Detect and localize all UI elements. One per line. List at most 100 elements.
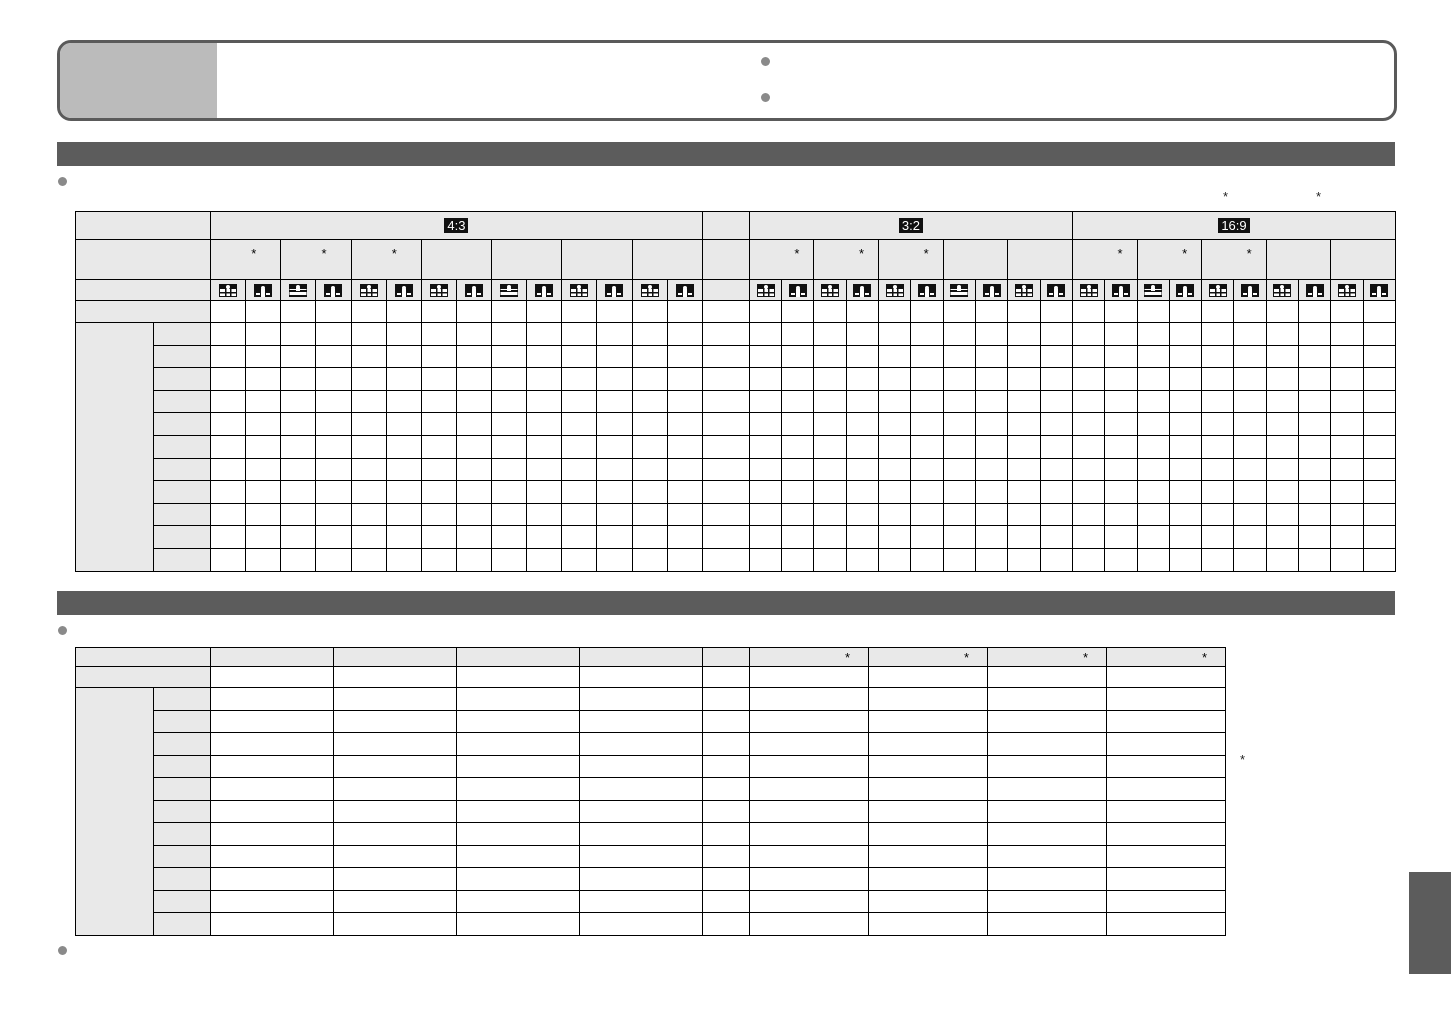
data-cell	[1104, 525, 1138, 549]
aspect-header-cell: 3:2	[748, 211, 1073, 240]
size-group-cell: *	[1071, 239, 1138, 280]
separator-cell	[701, 211, 750, 240]
data-cell	[1330, 457, 1364, 482]
data-cell	[420, 322, 457, 346]
footnote-mark: *	[1240, 752, 1246, 767]
data-cell	[631, 412, 668, 436]
data-cell	[666, 502, 703, 527]
data-cell	[1298, 547, 1332, 572]
grid-icon	[359, 283, 378, 297]
size-group-cell	[420, 239, 493, 280]
data-cell	[868, 754, 988, 778]
data-cell	[245, 502, 282, 527]
data-cell	[456, 889, 580, 913]
data-cell	[1071, 344, 1106, 369]
data-cell	[702, 844, 750, 868]
black-icon	[464, 283, 483, 297]
data-cell	[1362, 502, 1397, 527]
quality-icon-cell	[1039, 279, 1073, 301]
data-cell	[987, 732, 1107, 756]
data-cell	[749, 777, 869, 801]
data-cell	[868, 666, 988, 688]
data-cell	[1362, 389, 1397, 414]
data-cell	[333, 799, 457, 823]
data-cell	[1201, 525, 1235, 549]
data-cell	[280, 367, 317, 391]
table-row	[76, 867, 1226, 891]
column-header-cell	[456, 647, 580, 667]
data-cell	[781, 457, 815, 482]
data-cell	[878, 457, 912, 482]
data-cell	[631, 547, 668, 572]
data-cell	[813, 300, 847, 323]
data-cell	[1233, 547, 1267, 572]
data-cell	[1201, 457, 1235, 482]
data-cell	[209, 547, 247, 572]
data-cell	[749, 687, 869, 711]
data-cell	[455, 300, 493, 323]
data-cell	[385, 322, 422, 346]
data-cell	[1136, 412, 1170, 436]
data-cell	[942, 412, 976, 436]
data-cell	[1362, 412, 1397, 436]
row-sub-label-cell	[153, 709, 211, 733]
table-row	[76, 367, 1397, 391]
data-cell	[1104, 389, 1138, 414]
data-cell	[868, 867, 988, 891]
data-cell	[1039, 367, 1073, 391]
data-cell	[350, 434, 387, 459]
table-row	[76, 389, 1397, 414]
row-label-cell	[75, 666, 211, 688]
data-cell	[666, 547, 703, 572]
data-cell	[878, 389, 912, 414]
data-cell	[350, 344, 387, 369]
row-sub-label-cell	[153, 912, 211, 936]
data-cell	[878, 300, 912, 323]
grid-icon	[1208, 283, 1227, 297]
data-cell	[631, 300, 668, 323]
row-label-cell	[75, 239, 211, 280]
data-cell	[210, 732, 334, 756]
data-cell	[910, 412, 944, 436]
data-cell	[1330, 547, 1364, 572]
data-cell	[315, 389, 352, 414]
data-cell	[1233, 525, 1267, 549]
black-icon	[1047, 283, 1066, 297]
data-cell	[1168, 502, 1203, 527]
data-cell	[1330, 344, 1364, 369]
data-cell	[942, 457, 976, 482]
aspect-header-cell: 4:3	[210, 211, 703, 240]
data-cell	[1136, 547, 1170, 572]
data-cell	[1104, 480, 1138, 504]
asterisk-mark: *	[1182, 246, 1188, 261]
quality-icon-cell	[845, 279, 880, 301]
data-cell	[748, 389, 783, 414]
data-cell	[748, 480, 783, 504]
black-icon	[788, 283, 807, 297]
data-cell	[748, 547, 783, 572]
data-cell	[1362, 344, 1397, 369]
data-cell	[868, 889, 988, 913]
data-cell	[1136, 367, 1170, 391]
data-cell	[1071, 547, 1106, 572]
data-cell	[1007, 322, 1041, 346]
data-cell	[490, 412, 528, 436]
data-cell	[987, 822, 1107, 846]
data-cell	[631, 434, 668, 459]
data-cell	[490, 300, 528, 323]
data-cell	[1298, 389, 1332, 414]
data-cell	[878, 502, 912, 527]
data-cell	[1233, 502, 1267, 527]
data-cell	[701, 344, 750, 369]
table-row	[76, 889, 1226, 913]
data-cell	[1233, 412, 1267, 436]
data-cell	[974, 367, 1009, 391]
data-cell	[1007, 502, 1041, 527]
data-cell	[878, 412, 912, 436]
data-cell	[1106, 867, 1226, 891]
data-cell	[987, 666, 1107, 688]
data-cell	[1168, 480, 1203, 504]
data-cell	[702, 867, 750, 891]
asterisk-mark: *	[391, 246, 397, 261]
size-group-cell: *	[350, 239, 422, 280]
